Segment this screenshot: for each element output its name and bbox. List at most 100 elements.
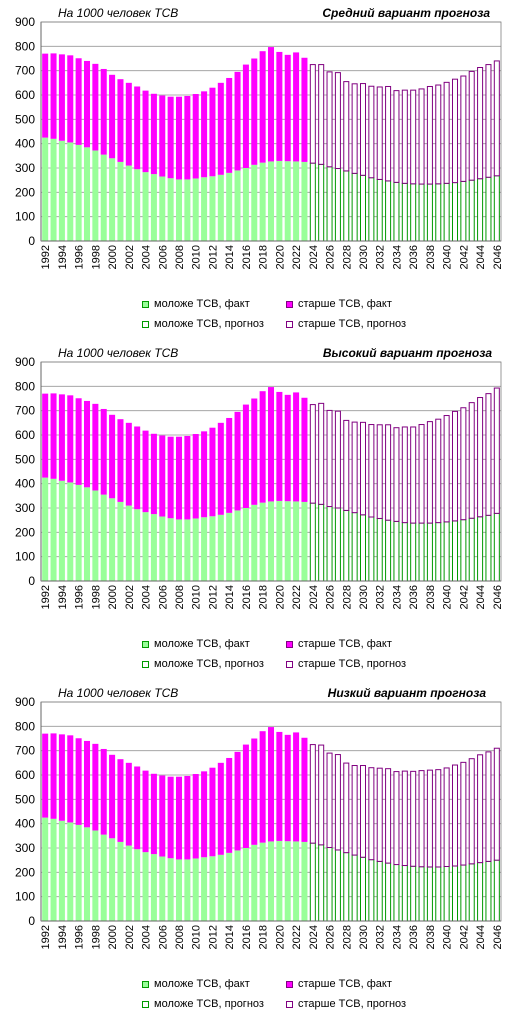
bar-young-forecast (343, 509, 350, 582)
bar-old-forecast (468, 402, 475, 519)
bar-old-fact (167, 776, 174, 859)
bar-young-forecast (393, 520, 400, 582)
x-tick-label: 2004 (141, 585, 153, 609)
bar-young-fact (242, 848, 249, 921)
bar-young-forecast (401, 522, 408, 582)
bar-old-forecast (326, 71, 333, 168)
bar-old-fact (293, 392, 300, 502)
bar-young-fact (251, 504, 258, 581)
bar-young-forecast (309, 502, 316, 582)
bar-young-fact (50, 478, 57, 581)
bar-young-forecast (426, 522, 433, 582)
bar-old-forecast (451, 764, 459, 867)
bar-old-fact (251, 398, 258, 505)
y-tick-label: 400 (15, 477, 35, 491)
bar-young-fact (192, 518, 199, 581)
bar-young-fact (301, 161, 308, 241)
bar-young-forecast (493, 175, 500, 242)
x-tick-label: 2014 (224, 245, 236, 269)
chart-title: Высокий вариант прогноза (322, 346, 492, 360)
bar-young-forecast (334, 167, 341, 242)
bar-young-fact (234, 850, 241, 921)
bar-young-forecast (385, 519, 392, 582)
y-tick-label: 300 (15, 841, 35, 855)
bar-young-fact (284, 161, 291, 241)
bar-old-fact (242, 64, 249, 168)
x-tick-label: 2028 (341, 585, 353, 609)
bar-young-fact (209, 176, 216, 241)
bar-young-forecast (351, 172, 358, 242)
chart-subtitle: На 1000 человек ТСВ (58, 6, 179, 20)
legend-label: моложе ТСВ, факт (154, 298, 250, 310)
bar-old-forecast (351, 421, 358, 514)
bar-old-fact (251, 58, 258, 165)
bar-old-fact (234, 411, 241, 511)
bar-old-forecast (351, 765, 358, 856)
bar-old-forecast (318, 402, 325, 505)
x-tick-label: 2030 (358, 245, 370, 269)
legend-item-old-fact: старше ТСВ, факт (286, 638, 392, 650)
x-tick-label: 2042 (458, 925, 470, 949)
bar-old-forecast (393, 427, 400, 522)
bar-young-fact (167, 178, 174, 241)
bar-young-forecast (418, 866, 425, 922)
x-tick-label: 2024 (308, 585, 320, 609)
bar-old-fact (293, 52, 300, 162)
x-tick-label: 2038 (425, 925, 437, 949)
bar-old-fact (50, 53, 57, 139)
legend-swatch (286, 980, 293, 988)
y-tick-label: 200 (15, 185, 35, 199)
bar-young-forecast (418, 183, 425, 242)
bar-young-fact (167, 518, 174, 581)
legend-label: старше ТСВ, факт (298, 638, 392, 650)
bar-old-forecast (468, 70, 475, 181)
bar-old-fact (267, 387, 275, 502)
bar-young-fact (92, 830, 99, 921)
x-tick-label: 2044 (475, 585, 487, 609)
bar-old-forecast (351, 83, 358, 174)
x-tick-label: 2032 (375, 925, 387, 949)
x-tick-label: 2012 (207, 585, 219, 609)
bar-young-forecast (477, 516, 484, 582)
bar-old-fact (267, 727, 275, 842)
bar-old-forecast (326, 409, 333, 508)
y-tick-label: 700 (15, 64, 35, 78)
bar-old-fact (42, 733, 49, 818)
y-tick-label: 700 (15, 744, 35, 758)
bar-old-forecast (309, 404, 316, 504)
bar-old-forecast (318, 64, 325, 165)
bar-old-forecast (309, 64, 316, 164)
legend-item-old-forecast: старше ТСВ, прогноз (286, 998, 406, 1010)
x-tick-label: 2014 (224, 585, 236, 609)
bar-young-forecast (401, 865, 408, 922)
x-tick-label: 2020 (274, 245, 286, 269)
bar-old-fact (100, 748, 107, 835)
bar-young-forecast (385, 180, 392, 242)
bar-young-forecast (477, 862, 484, 922)
bar-young-fact (184, 519, 191, 581)
bar-old-forecast (393, 90, 400, 183)
bar-young-fact (276, 500, 283, 581)
x-tick-label: 2040 (442, 925, 454, 949)
x-tick-label: 2032 (375, 585, 387, 609)
bar-old-fact (217, 422, 224, 515)
bar-young-fact (117, 501, 124, 581)
bar-old-fact (242, 744, 249, 848)
bar-old-fact (201, 431, 208, 518)
x-tick-label: 2034 (391, 585, 403, 609)
bar-old-fact (125, 82, 132, 166)
bar-young-fact (75, 824, 82, 921)
bar-young-fact (167, 858, 174, 921)
chart-panel-low: 0 100 200 300 400 500 600 700 800 900 1992 1994 1996… (0, 680, 516, 1020)
bar-old-forecast (426, 85, 433, 185)
legend-swatch (286, 1000, 293, 1008)
bar-young-forecast (401, 182, 408, 242)
x-tick-label: 2038 (425, 585, 437, 609)
bar-young-fact (259, 842, 266, 921)
legend-item-old-fact: старше ТСВ, факт (286, 298, 392, 310)
bar-old-fact (109, 414, 116, 499)
y-tick-label: 900 (15, 355, 35, 369)
bar-young-forecast (334, 507, 341, 582)
bar-old-fact (92, 63, 99, 151)
y-tick-label: 0 (28, 574, 35, 588)
